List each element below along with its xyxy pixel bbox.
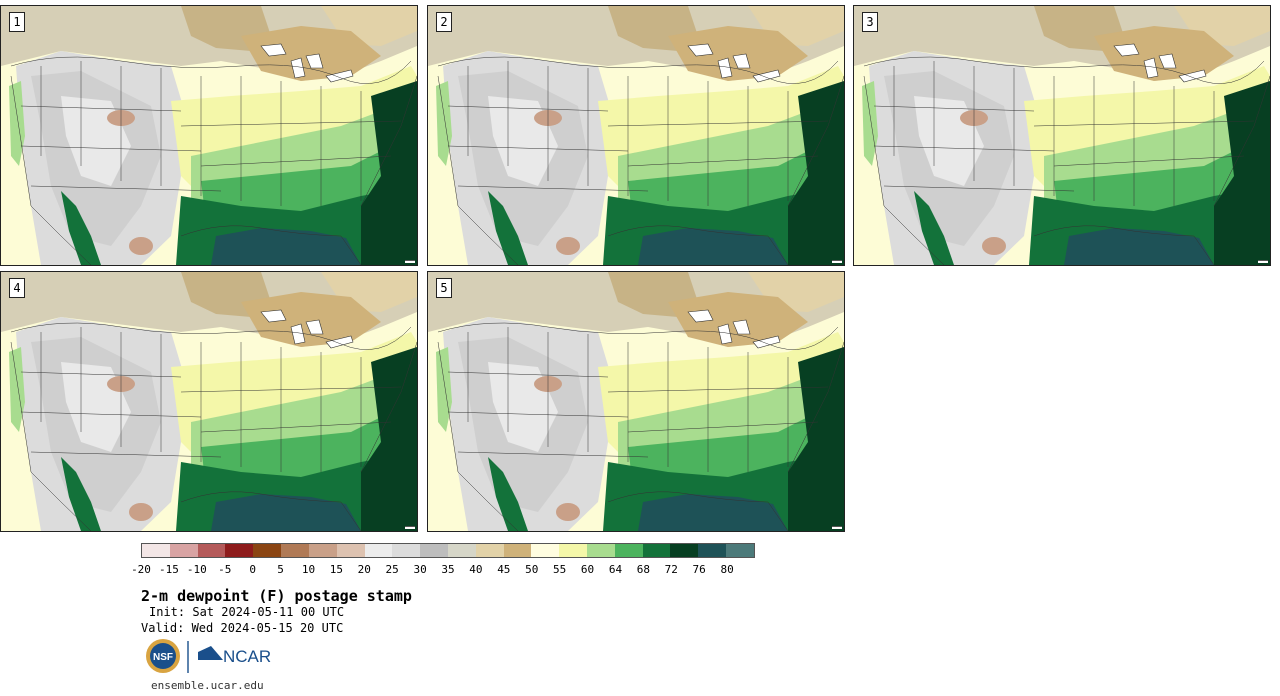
ncar-logo-text: NCAR xyxy=(223,647,271,666)
colorbar-tick-label: 60 xyxy=(580,563,595,576)
nsf-logo-icon: NSF xyxy=(146,639,180,673)
member-panel-1: 1 xyxy=(0,5,418,266)
colorbar-tick-label: -5 xyxy=(218,563,232,576)
member-label-3: 3 xyxy=(862,12,878,32)
colorbar-segment xyxy=(726,544,754,557)
colorbar-tick-label: 55 xyxy=(553,563,567,576)
colorbar-segment xyxy=(308,544,337,557)
colorbar-tick-label: 45 xyxy=(497,563,511,576)
colorbar-segment xyxy=(698,544,727,557)
colorbar-segment xyxy=(225,544,254,557)
dewpoint-map-1 xyxy=(1,6,417,265)
member-panel-4: 4 xyxy=(0,271,418,532)
colorbar-tick-label: 76 xyxy=(692,563,706,576)
colorbar-segment xyxy=(336,544,365,557)
colorbar-tick-label: 68 xyxy=(636,563,650,576)
member-label-1: 1 xyxy=(9,12,25,32)
member-label-5: 5 xyxy=(436,278,452,298)
colorbar-segment xyxy=(614,544,643,557)
colorbar-tick-label: 30 xyxy=(413,563,427,576)
colorbar-tick-label: -20 xyxy=(131,563,151,576)
scale-bar xyxy=(832,526,842,529)
colorbar-tick-label: 80 xyxy=(720,563,734,576)
colorbar-segment xyxy=(447,544,476,557)
dewpoint-map-2 xyxy=(428,6,844,265)
colorbar-segment xyxy=(392,544,421,557)
colorbar-segment xyxy=(670,544,699,557)
chart-title: 2-m dewpoint (F) postage stamp xyxy=(141,587,412,605)
member-panel-3: 3 xyxy=(853,5,1271,266)
colorbar-tick-label: -15 xyxy=(158,563,179,576)
colorbar-segment xyxy=(281,544,309,557)
dewpoint-map-5 xyxy=(428,272,844,531)
colorbar-segment xyxy=(142,544,170,557)
logos: NSF NCAR xyxy=(145,638,275,676)
dewpoint-map-4 xyxy=(1,272,417,531)
colorbar xyxy=(141,543,755,558)
ncar-logo-icon: NCAR xyxy=(198,646,271,666)
nsf-logo-text: NSF xyxy=(153,652,173,663)
colorbar-segment xyxy=(420,544,448,557)
colorbar-tick-label: 35 xyxy=(441,563,455,576)
colorbar-segment xyxy=(503,544,532,557)
colorbar-segment xyxy=(475,544,504,557)
colorbar-tick-label: 50 xyxy=(525,563,539,576)
colorbar-tick-label: 40 xyxy=(469,563,483,576)
colorbar-segment xyxy=(253,544,282,557)
colorbar-ticks: -20 -15 -10 -5 0 5 10 15 20 25 30 35 40 45 50 55 60 64 68 7… xyxy=(131,563,771,577)
member-label-4: 4 xyxy=(9,278,25,298)
member-panel-5: 5 xyxy=(427,271,845,532)
scale-bar xyxy=(405,260,415,263)
member-label-2: 2 xyxy=(436,12,452,32)
member-panel-2: 2 xyxy=(427,5,845,266)
colorbar-segment xyxy=(169,544,198,557)
colorbar-segment xyxy=(587,544,615,557)
scale-bar xyxy=(1258,260,1268,263)
colorbar-segment xyxy=(531,544,560,557)
colorbar-segment xyxy=(364,544,393,557)
colorbar-tick-label: 10 xyxy=(301,563,316,576)
colorbar-tick-label: 72 xyxy=(664,563,678,576)
dewpoint-map-3 xyxy=(854,6,1270,265)
colorbar-tick-label: 25 xyxy=(385,563,399,576)
colorbar-tick-label: 20 xyxy=(357,563,371,576)
colorbar-tick-label: -10 xyxy=(186,563,207,576)
init-time: Init: Sat 2024-05-11 00 UTC xyxy=(149,605,345,619)
colorbar-segment xyxy=(197,544,226,557)
scale-bar xyxy=(405,526,415,529)
scale-bar xyxy=(832,260,842,263)
colorbar-tick-label: 15 xyxy=(329,563,343,576)
colorbar-tick-label: 64 xyxy=(608,563,623,576)
colorbar-segment xyxy=(559,544,587,557)
valid-time: Valid: Wed 2024-05-15 20 UTC xyxy=(141,621,344,635)
site-url: ensemble.ucar.edu xyxy=(151,679,264,692)
colorbar-tick-label: 0 xyxy=(249,563,256,576)
colorbar-tick-label: 5 xyxy=(277,563,284,576)
colorbar-segment xyxy=(642,544,671,557)
